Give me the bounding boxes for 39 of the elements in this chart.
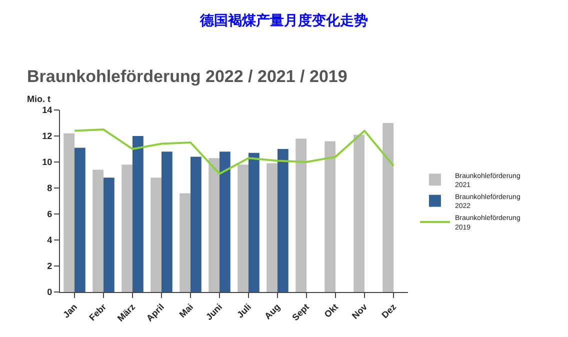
bar (190, 156, 202, 292)
bar (92, 170, 104, 292)
chart-title: 德国褐煤产量月度变化走势 (199, 12, 368, 29)
y-tick-label: 4 (47, 235, 52, 246)
line-series (74, 128, 394, 175)
bar (278, 149, 288, 292)
bar (208, 158, 220, 292)
bar (180, 193, 190, 292)
x-tick-label: Dez (380, 301, 398, 320)
chart-subtitle: Braunkohleförderung 2022 / 2021 / 2019 (27, 67, 348, 86)
y-tick-label: 0 (47, 287, 52, 298)
bar (382, 123, 394, 292)
bar (162, 152, 172, 292)
bar (64, 133, 74, 292)
x-tick-label: Okt (322, 302, 340, 320)
y-tick-label: 6 (47, 209, 52, 220)
y-tick-label: 2 (47, 261, 52, 272)
bar (238, 164, 248, 292)
bar (122, 164, 132, 292)
x-tick-label: Jan (61, 302, 80, 320)
y-axis-title: Mio. t (27, 94, 50, 104)
x-tick-label: Juli (235, 302, 254, 320)
bar (104, 178, 114, 292)
y-tick-label: 14 (42, 105, 52, 116)
bar (132, 136, 144, 292)
y-tick-label: 10 (42, 157, 52, 168)
bar (74, 148, 86, 292)
bar (150, 178, 162, 292)
bar (354, 134, 364, 292)
x-tick-label: Nov (350, 302, 370, 321)
x-tick-label: Aug (262, 302, 282, 322)
bar (324, 141, 336, 292)
y-tick-label: 8 (47, 183, 52, 194)
y-tick-label: 12 (42, 131, 52, 142)
bar (248, 152, 260, 292)
bar (296, 138, 306, 292)
bar (220, 152, 230, 292)
bar (266, 163, 278, 292)
x-tick-label: Mai (177, 302, 196, 320)
